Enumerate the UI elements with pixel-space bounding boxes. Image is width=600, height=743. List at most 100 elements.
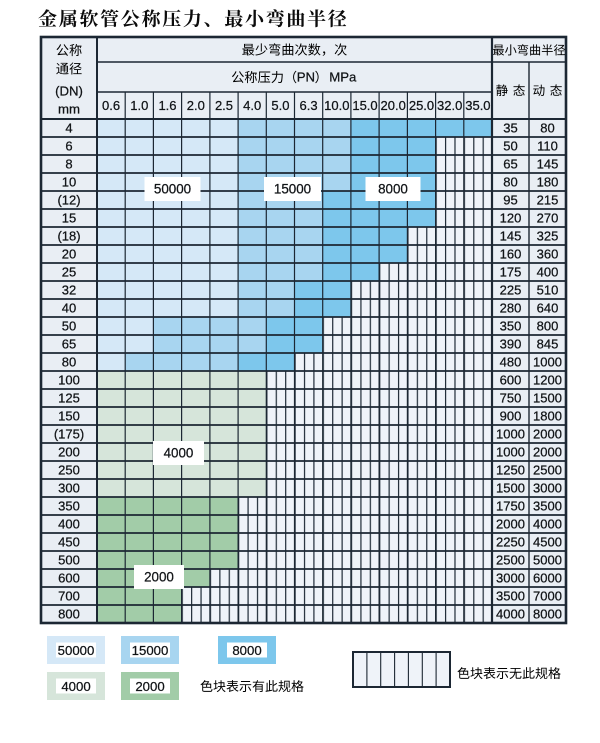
svg-text:2000: 2000 <box>135 679 164 694</box>
svg-text:4000: 4000 <box>533 517 562 532</box>
svg-text:65: 65 <box>62 337 76 352</box>
svg-text:145: 145 <box>537 157 559 172</box>
svg-text:120: 120 <box>500 211 522 226</box>
svg-text:150: 150 <box>58 409 80 424</box>
svg-text:600: 600 <box>58 571 80 586</box>
svg-text:2000: 2000 <box>496 517 525 532</box>
svg-text:(12): (12) <box>57 193 80 208</box>
svg-text:215: 215 <box>537 193 559 208</box>
svg-text:10: 10 <box>62 175 76 190</box>
svg-text:300: 300 <box>58 481 80 496</box>
svg-text:2000: 2000 <box>144 570 174 585</box>
svg-text:0.6: 0.6 <box>102 98 120 113</box>
svg-text:35: 35 <box>503 121 517 136</box>
svg-text:80: 80 <box>540 121 554 136</box>
svg-text:1.0: 1.0 <box>130 98 148 113</box>
svg-text:700: 700 <box>58 589 80 604</box>
svg-text:3000: 3000 <box>533 481 562 496</box>
svg-text:MPa: MPa <box>329 70 357 85</box>
svg-text:(18): (18) <box>57 229 80 244</box>
svg-text:50000: 50000 <box>154 182 191 197</box>
svg-text:110: 110 <box>537 139 558 154</box>
svg-text:225: 225 <box>500 283 522 298</box>
svg-text:1200: 1200 <box>533 373 562 388</box>
svg-text:2500: 2500 <box>533 463 562 478</box>
svg-text:8000: 8000 <box>533 607 562 622</box>
svg-text:800: 800 <box>58 607 80 622</box>
svg-text:350: 350 <box>58 499 80 514</box>
svg-text:8000: 8000 <box>232 643 261 658</box>
svg-text:32: 32 <box>62 283 76 298</box>
svg-text:5.0: 5.0 <box>271 98 289 113</box>
svg-text:80: 80 <box>62 355 76 370</box>
svg-text:1800: 1800 <box>533 409 562 424</box>
svg-text:80: 80 <box>503 175 517 190</box>
svg-text:15: 15 <box>62 211 76 226</box>
svg-text:8000: 8000 <box>378 182 408 197</box>
svg-text:(DN): (DN) <box>55 84 83 99</box>
svg-text:35.0: 35.0 <box>465 98 490 113</box>
svg-text:1500: 1500 <box>496 481 525 496</box>
svg-text:3000: 3000 <box>496 571 525 586</box>
svg-text:2.0: 2.0 <box>187 98 205 113</box>
svg-text:3500: 3500 <box>533 499 562 514</box>
svg-text:15000: 15000 <box>132 643 169 658</box>
svg-text:25: 25 <box>62 265 76 280</box>
svg-text:360: 360 <box>537 247 559 262</box>
svg-text:1000: 1000 <box>496 445 525 460</box>
svg-text:65: 65 <box>503 157 517 172</box>
svg-text:4000: 4000 <box>496 607 525 622</box>
svg-text:280: 280 <box>500 301 522 316</box>
svg-text:8: 8 <box>65 157 72 172</box>
svg-text:15000: 15000 <box>274 182 311 197</box>
svg-text:800: 800 <box>537 319 559 334</box>
svg-text:1500: 1500 <box>533 391 562 406</box>
svg-text:3500: 3500 <box>496 589 525 604</box>
svg-text:640: 640 <box>537 301 559 316</box>
svg-text:25.0: 25.0 <box>409 98 434 113</box>
svg-text:2.5: 2.5 <box>215 98 233 113</box>
svg-text:600: 600 <box>500 373 522 388</box>
svg-text:1000: 1000 <box>496 427 525 442</box>
svg-text:32.0: 32.0 <box>437 98 462 113</box>
svg-text:450: 450 <box>58 535 80 550</box>
svg-text:1.6: 1.6 <box>158 98 176 113</box>
svg-text:845: 845 <box>537 337 559 352</box>
svg-text:2000: 2000 <box>533 445 562 460</box>
svg-text:6.3: 6.3 <box>300 98 318 113</box>
svg-text:2250: 2250 <box>496 535 525 550</box>
svg-text:100: 100 <box>58 373 80 388</box>
svg-text:40: 40 <box>62 301 76 316</box>
svg-text:PN: PN <box>297 70 315 85</box>
svg-text:20: 20 <box>62 247 76 262</box>
svg-text:160: 160 <box>500 247 522 262</box>
svg-text:400: 400 <box>537 265 559 280</box>
svg-text:390: 390 <box>500 337 522 352</box>
svg-text:15.0: 15.0 <box>352 98 377 113</box>
svg-text:180: 180 <box>537 175 559 190</box>
svg-text:mm: mm <box>58 102 80 117</box>
svg-text:5000: 5000 <box>533 553 562 568</box>
svg-text:200: 200 <box>58 445 80 460</box>
svg-text:4000: 4000 <box>164 446 194 461</box>
svg-text:900: 900 <box>500 409 522 424</box>
svg-text:1250: 1250 <box>496 463 525 478</box>
svg-text:(175): (175) <box>54 427 84 442</box>
svg-text:50000: 50000 <box>58 643 95 658</box>
svg-text:95: 95 <box>503 193 517 208</box>
svg-text:510: 510 <box>537 283 559 298</box>
svg-text:400: 400 <box>58 517 80 532</box>
svg-text:10.0: 10.0 <box>324 98 349 113</box>
svg-text:750: 750 <box>500 391 522 406</box>
svg-text:4000: 4000 <box>61 679 90 694</box>
svg-text:350: 350 <box>500 319 522 334</box>
svg-text:145: 145 <box>500 229 522 244</box>
svg-text:4.0: 4.0 <box>243 98 261 113</box>
svg-text:2000: 2000 <box>533 427 562 442</box>
svg-text:480: 480 <box>500 355 522 370</box>
svg-text:270: 270 <box>537 211 559 226</box>
svg-text:4500: 4500 <box>533 535 562 550</box>
svg-text:175: 175 <box>500 265 522 280</box>
svg-text:20.0: 20.0 <box>381 98 406 113</box>
svg-text:1750: 1750 <box>496 499 525 514</box>
